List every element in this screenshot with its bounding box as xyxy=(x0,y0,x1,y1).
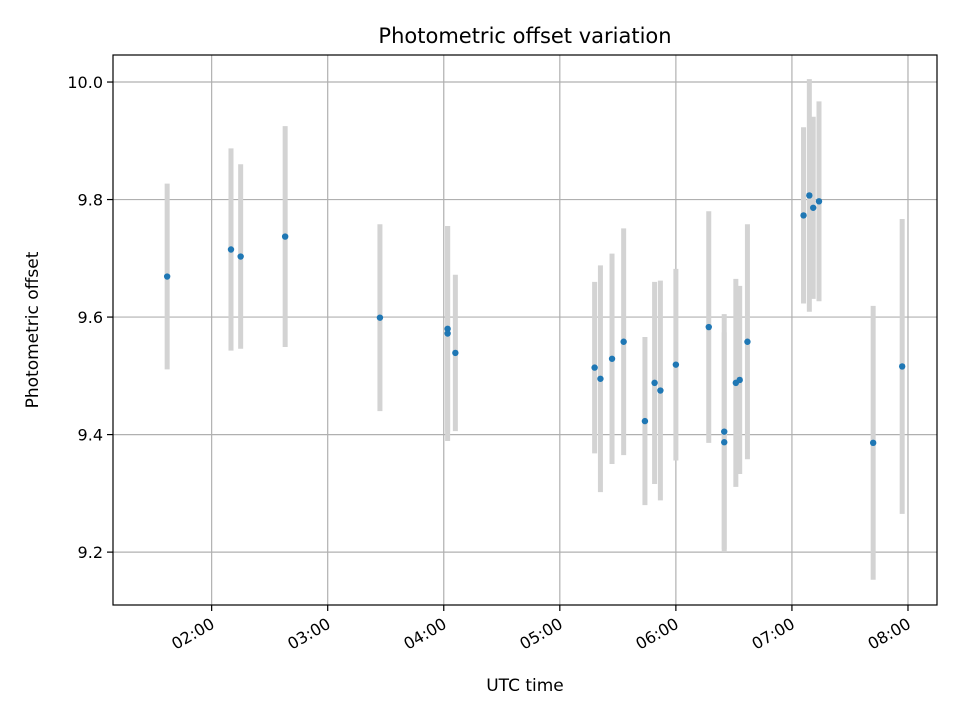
y-tick-label: 9.2 xyxy=(78,543,103,562)
data-point xyxy=(657,387,664,394)
data-point xyxy=(806,192,813,199)
data-point xyxy=(651,379,658,387)
chart-title: Photometric offset variation xyxy=(378,24,671,48)
data-points xyxy=(163,192,906,447)
data-point xyxy=(237,253,244,260)
data-point xyxy=(444,330,451,337)
data-point xyxy=(800,212,807,219)
data-point xyxy=(376,314,384,321)
data-point xyxy=(736,376,743,384)
data-point xyxy=(591,364,598,371)
data-point xyxy=(721,439,728,446)
y-tick-label: 9.8 xyxy=(78,191,103,210)
data-point xyxy=(898,363,906,370)
y-tick-label: 10.0 xyxy=(67,73,103,92)
data-point xyxy=(641,417,649,425)
x-axis-label: UTC time xyxy=(486,676,564,696)
data-point xyxy=(869,439,877,447)
data-point xyxy=(444,325,451,333)
data-point xyxy=(227,246,235,253)
y-tick-label: 9.6 xyxy=(78,308,103,327)
data-point xyxy=(597,375,604,382)
data-point xyxy=(815,198,823,205)
data-point xyxy=(810,204,817,211)
data-point xyxy=(281,233,289,240)
plot-frame xyxy=(112,54,938,606)
data-point xyxy=(608,355,616,362)
data-point xyxy=(705,323,712,331)
data-point xyxy=(452,349,459,357)
y-axis-label: Photometric offset xyxy=(23,251,43,408)
y-axis-ticks: 9.2 9.4 9.6 9.8 10.0 xyxy=(67,73,113,562)
y-tick-label: 9.4 xyxy=(78,426,103,445)
data-point xyxy=(721,428,728,435)
data-point xyxy=(620,338,627,345)
data-point xyxy=(744,338,751,345)
data-point xyxy=(163,273,171,280)
data-point xyxy=(672,361,680,368)
